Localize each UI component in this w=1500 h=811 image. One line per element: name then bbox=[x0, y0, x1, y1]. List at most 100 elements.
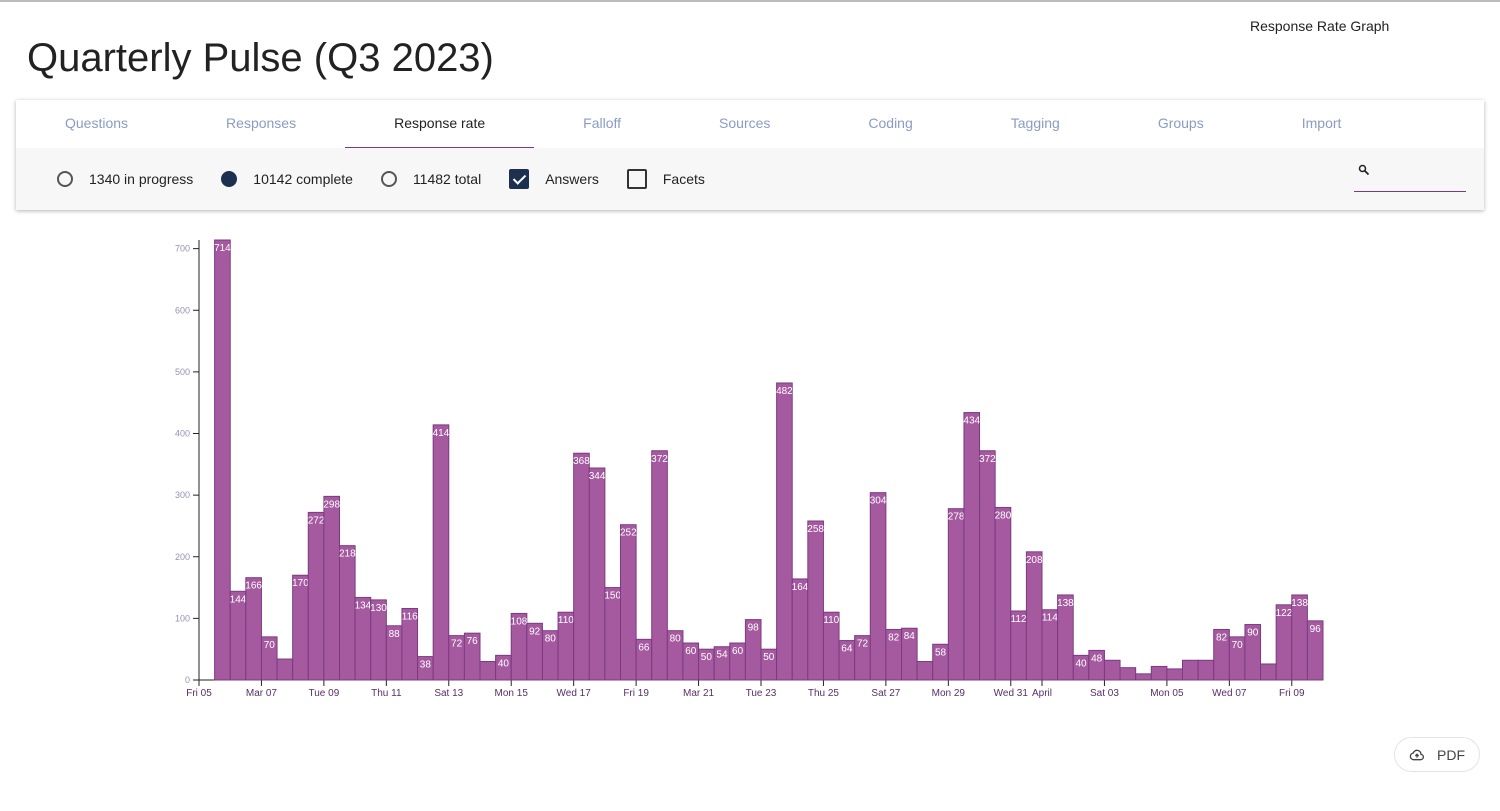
checkbox-option[interactable]: Answers bbox=[509, 169, 599, 189]
bar bbox=[698, 648, 715, 681]
bar-label: 38 bbox=[420, 660, 432, 671]
pdf-label: PDF bbox=[1437, 746, 1465, 763]
bar bbox=[573, 452, 590, 681]
bar-label: 54 bbox=[716, 650, 728, 661]
pdf-button[interactable]: PDF bbox=[1394, 737, 1480, 772]
x-tick-label: Mon 15 bbox=[495, 688, 529, 699]
search-icon bbox=[1358, 164, 1370, 176]
bar bbox=[885, 628, 903, 681]
bar-label: 116 bbox=[402, 612, 418, 623]
tab[interactable]: Falloff bbox=[583, 115, 622, 131]
bar bbox=[838, 640, 856, 681]
bar-label: 114 bbox=[1042, 613, 1058, 624]
bar-label: 50 bbox=[701, 652, 713, 663]
bar-label: 80 bbox=[545, 634, 557, 645]
radio-option[interactable]: 1340 in progress bbox=[57, 171, 193, 187]
radio-button[interactable] bbox=[57, 171, 73, 187]
tab[interactable]: Groups bbox=[1157, 115, 1204, 131]
checkbox[interactable] bbox=[626, 169, 647, 189]
x-tick-label: Wed 07 bbox=[1212, 688, 1247, 699]
bar bbox=[1244, 624, 1262, 681]
bar-label: 252 bbox=[620, 528, 637, 539]
checkbox-option[interactable]: Facets bbox=[626, 169, 705, 189]
bar bbox=[651, 450, 668, 681]
bar-label: 164 bbox=[792, 582, 809, 593]
bar bbox=[541, 630, 559, 681]
bar bbox=[448, 635, 465, 681]
bar-label: 714 bbox=[214, 243, 231, 254]
bar-label: 110 bbox=[823, 615, 839, 626]
bar bbox=[963, 412, 981, 681]
bar bbox=[901, 627, 918, 681]
bar bbox=[1275, 604, 1293, 681]
bar bbox=[385, 625, 403, 681]
tab[interactable]: Response rate bbox=[345, 100, 535, 148]
tab[interactable]: Sources bbox=[719, 115, 771, 131]
bar bbox=[869, 492, 887, 681]
bar-label: 218 bbox=[339, 549, 356, 560]
radio-button[interactable] bbox=[221, 171, 238, 187]
y-tick-label: 200 bbox=[175, 552, 190, 562]
bar bbox=[354, 596, 372, 681]
bar bbox=[1025, 551, 1043, 681]
bar bbox=[292, 574, 309, 681]
bar-label: 208 bbox=[1026, 555, 1043, 566]
bar-label: 110 bbox=[558, 615, 574, 626]
bar-label: 130 bbox=[370, 603, 387, 614]
tab[interactable]: Questions bbox=[65, 115, 129, 131]
bar-label: 144 bbox=[230, 594, 247, 605]
search-field[interactable] bbox=[1354, 156, 1466, 192]
y-tick-label: 700 bbox=[175, 244, 190, 254]
bar bbox=[947, 508, 965, 681]
bar-label: 372 bbox=[651, 454, 668, 465]
bar bbox=[276, 658, 294, 681]
bar-label: 122 bbox=[1276, 608, 1293, 619]
bar bbox=[260, 636, 278, 681]
x-tick-label: Fri 09 bbox=[1279, 688, 1305, 699]
tab[interactable]: Coding bbox=[868, 115, 913, 131]
bar-label: 96 bbox=[1310, 624, 1322, 635]
bar bbox=[635, 638, 653, 681]
bar bbox=[620, 524, 637, 681]
radio-option[interactable]: 11482 total bbox=[380, 171, 481, 187]
bar-label: 82 bbox=[1216, 632, 1228, 643]
tab[interactable]: Tagging bbox=[1010, 115, 1060, 131]
bar-label: 298 bbox=[323, 499, 340, 510]
bar-label: 98 bbox=[748, 623, 760, 634]
x-tick-label: Mon 05 bbox=[1150, 688, 1184, 699]
bar-label: 90 bbox=[1247, 628, 1259, 639]
bar-label: 40 bbox=[1075, 658, 1087, 669]
x-tick-label: Mar 21 bbox=[683, 688, 715, 699]
radio-button[interactable] bbox=[380, 171, 397, 187]
y-tick-label: 300 bbox=[175, 490, 190, 500]
bar-label: 70 bbox=[264, 640, 276, 651]
cloud-icon bbox=[1409, 749, 1424, 760]
bar-label: 112 bbox=[1011, 614, 1027, 625]
bar bbox=[1166, 668, 1184, 681]
checkbox[interactable] bbox=[509, 169, 530, 189]
bar-label: 482 bbox=[776, 386, 793, 397]
bar bbox=[323, 495, 340, 681]
bar bbox=[1213, 628, 1230, 681]
radio-option[interactable]: 10142 complete bbox=[221, 171, 353, 187]
bar bbox=[994, 506, 1012, 681]
page-subtitle: Response Rate Graph bbox=[1250, 18, 1390, 34]
tab[interactable]: Import bbox=[1301, 115, 1342, 131]
bar bbox=[682, 642, 700, 681]
bar bbox=[1306, 620, 1324, 681]
bar-label: 372 bbox=[979, 454, 996, 465]
checkbox-label: Answers bbox=[545, 171, 599, 187]
bar-label: 80 bbox=[670, 634, 682, 645]
tab[interactable]: Responses bbox=[226, 115, 297, 131]
bar bbox=[1197, 659, 1215, 681]
bar-label: 150 bbox=[604, 591, 621, 602]
bar bbox=[666, 630, 684, 681]
radio-label: 1340 in progress bbox=[89, 171, 194, 187]
bar bbox=[463, 632, 481, 681]
bar bbox=[526, 622, 543, 681]
bar bbox=[307, 511, 325, 681]
bar-label: 344 bbox=[589, 471, 606, 482]
bar bbox=[417, 656, 434, 681]
x-tick-label: Sat 13 bbox=[434, 688, 463, 699]
